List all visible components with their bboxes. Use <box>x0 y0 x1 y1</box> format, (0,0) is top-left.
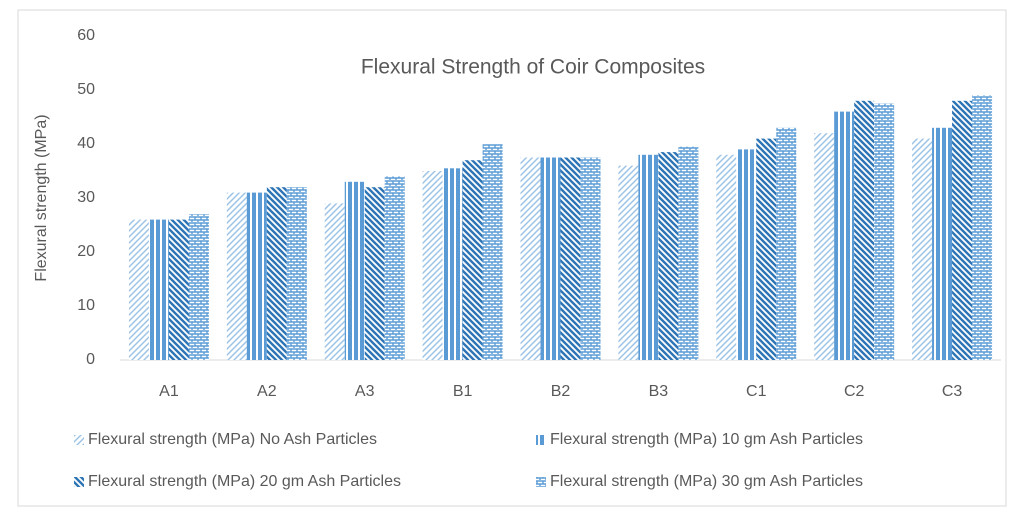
x-tick-label: A1 <box>159 383 179 400</box>
bar <box>912 138 933 360</box>
bar <box>814 133 835 360</box>
bar <box>266 187 287 360</box>
legend-swatch <box>74 477 84 487</box>
y-tick-label: 30 <box>77 189 95 206</box>
bar <box>168 219 189 360</box>
bar <box>972 95 993 361</box>
x-tick-label: B3 <box>649 383 669 400</box>
bar <box>286 187 307 360</box>
bar <box>560 157 581 360</box>
x-tick-label: A3 <box>355 383 375 400</box>
bar <box>834 111 855 360</box>
x-tick-label: B1 <box>453 383 473 400</box>
bar <box>736 149 757 360</box>
bar <box>422 171 443 360</box>
x-tick-label: C1 <box>746 383 767 400</box>
bar <box>520 157 541 360</box>
bar <box>932 127 953 360</box>
legend-label: Flexural strength (MPa) No Ash Particles <box>88 431 377 448</box>
legend-label: Flexural strength (MPa) 30 gm Ash Partic… <box>550 473 863 490</box>
bar <box>580 157 601 360</box>
bar <box>344 181 365 360</box>
x-tick-label: C2 <box>844 383 865 400</box>
bar <box>148 219 169 360</box>
legend-label: Flexural strength (MPa) 10 gm Ash Partic… <box>550 431 863 448</box>
y-tick-label: 20 <box>77 243 95 260</box>
bar <box>364 187 385 360</box>
bar <box>678 146 699 360</box>
bar <box>324 203 345 360</box>
bar <box>638 154 659 360</box>
y-tick-label: 40 <box>77 135 95 152</box>
bar <box>952 100 973 361</box>
legend-swatch <box>536 477 546 487</box>
bar <box>482 144 503 360</box>
chart-title: Flexural Strength of Coir Composites <box>361 56 705 79</box>
bar <box>716 154 737 360</box>
bar <box>188 214 209 360</box>
y-tick-label: 60 <box>77 27 95 44</box>
x-tick-label: A2 <box>257 383 277 400</box>
legend-swatch <box>536 435 546 445</box>
x-tick-label: B2 <box>551 383 571 400</box>
bar <box>874 103 895 360</box>
legend-label: Flexural strength (MPa) 20 gm Ash Partic… <box>88 473 401 490</box>
y-tick-label: 0 <box>86 351 95 368</box>
bar <box>384 176 405 360</box>
bar <box>540 157 561 360</box>
x-tick-label: C3 <box>942 383 963 400</box>
bar <box>658 152 679 360</box>
bar <box>442 168 463 360</box>
bar <box>618 165 639 360</box>
bar <box>128 219 149 360</box>
bar <box>226 192 247 360</box>
bar <box>854 100 875 361</box>
bar <box>776 127 797 360</box>
bar <box>246 192 267 360</box>
y-axis-label: Flexural strength (MPa) <box>33 114 50 281</box>
bar <box>756 138 777 360</box>
bar <box>462 160 483 360</box>
y-tick-label: 50 <box>77 81 95 98</box>
legend-swatch <box>74 435 84 445</box>
y-tick-label: 10 <box>77 297 95 314</box>
